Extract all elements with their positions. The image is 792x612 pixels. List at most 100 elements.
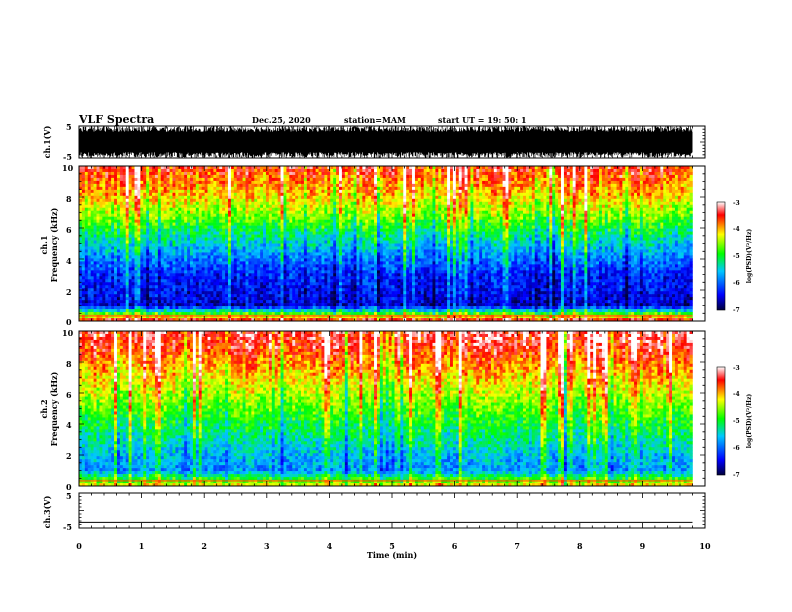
spectrogram-cell [170, 294, 173, 297]
spectrogram-cell [257, 303, 260, 306]
spectrogram-cell [295, 208, 298, 211]
spectrogram-cell [333, 249, 336, 252]
spectrogram-cell [216, 181, 219, 184]
spectrogram-cell [167, 214, 170, 217]
spectrogram-cell [88, 291, 91, 294]
spectrogram-cell [135, 178, 138, 181]
spectrogram-cell [248, 184, 251, 187]
spectrogram-cell [135, 255, 138, 258]
spectrogram-cell [158, 282, 161, 285]
spectrogram-cell [237, 252, 240, 255]
spectrogram-cell [187, 193, 190, 196]
spectrogram-cell [193, 285, 196, 288]
spectrogram-cell [158, 208, 161, 211]
spectrogram-cell [152, 199, 155, 202]
spectrogram-cell [275, 229, 278, 232]
spectrogram-cell [348, 297, 351, 300]
spectrogram-cell [132, 193, 135, 196]
spectrogram-cell [304, 193, 307, 196]
spectrogram-cell [251, 297, 254, 300]
spectrogram-cell [231, 270, 234, 273]
spectrogram-cell [313, 264, 316, 267]
spectrogram-cell [82, 246, 85, 249]
spectrogram-cell [123, 220, 126, 223]
spectrogram-cell [146, 169, 149, 172]
spectrogram-cell [114, 300, 117, 303]
spectrogram-cell [251, 199, 254, 202]
spectrogram-cell [152, 288, 155, 291]
spectrogram-cell [257, 229, 260, 232]
spectrogram-cell [120, 288, 123, 291]
spectrogram-cell [316, 172, 319, 175]
spectrogram-cell [190, 214, 193, 217]
spectrogram-cell [187, 241, 190, 244]
spectrogram-cell [243, 223, 246, 226]
spectrogram-cell [240, 270, 243, 273]
spectrogram-cell [254, 169, 257, 172]
spectrogram-cell [213, 264, 216, 267]
spectrogram-cell [205, 211, 208, 214]
spectrogram-cell [234, 193, 237, 196]
spectrogram-cell [88, 211, 91, 214]
spectrogram-cell [289, 306, 292, 309]
spectrogram-cell [146, 273, 149, 276]
spectrogram-cell [354, 199, 357, 202]
spectrogram-cell [164, 297, 167, 300]
spectrogram-cell [304, 175, 307, 178]
spectrogram-cell [178, 297, 181, 300]
spectrogram-cell [152, 220, 155, 223]
spectrogram-cell [327, 306, 330, 309]
spectrogram-cell [228, 202, 231, 205]
spectrogram-cell [321, 178, 324, 181]
spectrogram-cell [351, 246, 354, 249]
spectrogram-cell [286, 258, 289, 261]
spectrogram-cell [263, 276, 266, 279]
spectrogram-cell [88, 205, 91, 208]
spectrogram-cell [278, 238, 281, 241]
spectrogram-cell [243, 217, 246, 220]
spectrogram-cell [324, 232, 327, 235]
spectrogram-cell [184, 229, 187, 232]
spectrogram-cell [298, 172, 301, 175]
spectrogram-cell [82, 184, 85, 187]
spectrogram-cell [275, 193, 278, 196]
spectrogram-cell [108, 282, 111, 285]
spectrogram-cell [275, 273, 278, 276]
spectrogram-cell [132, 196, 135, 199]
spectrogram-cell [295, 252, 298, 255]
spectrogram-cell [345, 285, 348, 288]
spectrogram-cell [354, 270, 357, 273]
spectrogram-cell [354, 309, 357, 312]
spectrogram-cell [97, 235, 100, 238]
spectrogram-cell [111, 169, 114, 172]
spectrogram-cell [310, 303, 313, 306]
spectrogram-cell [324, 267, 327, 270]
spectrogram-cell [336, 229, 339, 232]
spectrogram-cell [266, 276, 269, 279]
spectrogram-cell [190, 264, 193, 267]
spectrogram-cell [351, 255, 354, 258]
spectrogram-cell [301, 249, 304, 252]
spectrogram-cell [324, 273, 327, 276]
spectrogram-cell [161, 309, 164, 312]
spectrogram-cell [91, 303, 94, 306]
spectrogram-cell [225, 306, 228, 309]
spectrogram-cell [289, 270, 292, 273]
spectrogram-cell [88, 238, 91, 241]
spectrogram-cell [243, 267, 246, 270]
spectrogram-cell [246, 264, 249, 267]
spectrogram-cell [336, 244, 339, 247]
spectrogram-cell [275, 288, 278, 291]
spectrogram-cell [88, 288, 91, 291]
spectrogram-cell [210, 220, 213, 223]
spectrogram-cell [228, 187, 231, 190]
spectrogram-cell [237, 276, 240, 279]
spectrogram-cell [216, 246, 219, 249]
spectrogram-cell [175, 282, 178, 285]
spectrogram-cell [108, 181, 111, 184]
spectrogram-cell [120, 229, 123, 232]
spectrogram-cell [167, 291, 170, 294]
spectrogram-cell [357, 235, 360, 238]
spectrogram-cell [246, 172, 249, 175]
spectrogram-cell [172, 249, 175, 252]
